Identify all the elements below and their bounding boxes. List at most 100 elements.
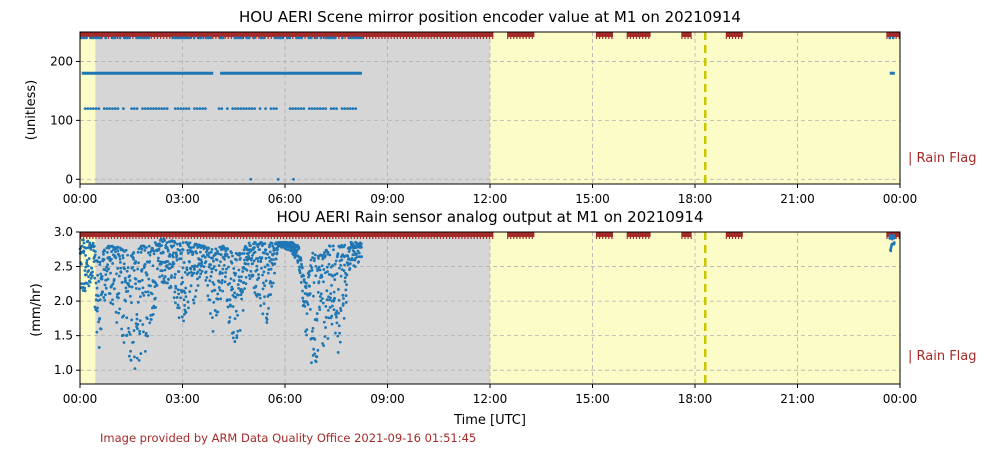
data-point: [237, 293, 240, 297]
data-point: [90, 266, 94, 270]
data-point: [91, 270, 94, 274]
data-point: [110, 250, 113, 253]
data-point: [132, 107, 136, 110]
data-point: [118, 261, 122, 264]
data-point: [262, 270, 266, 274]
data-point: [211, 281, 215, 284]
data-point: [87, 275, 90, 279]
data-point: [105, 265, 109, 269]
rain-flag-tick: [436, 237, 438, 239]
data-point: [297, 36, 301, 40]
data-point: [269, 293, 273, 296]
data-point: [97, 320, 100, 324]
data-point: [104, 273, 108, 276]
rain-flag-tick: [648, 37, 650, 39]
data-point: [338, 266, 341, 270]
rain-flag-tick: [402, 37, 405, 39]
rain-flag-tick: [405, 237, 408, 239]
data-point: [102, 107, 106, 110]
data-point: [324, 315, 328, 319]
data-point: [134, 282, 137, 286]
rain-flag-tick: [289, 237, 291, 239]
data-point: [91, 241, 95, 245]
rain-flag-shade: [80, 232, 96, 384]
data-point: [154, 305, 157, 309]
data-point: [336, 334, 340, 338]
rain-flag-tick: [492, 37, 494, 39]
rain-flag-tick: [473, 37, 475, 39]
data-point: [130, 318, 134, 322]
data-point: [113, 107, 117, 110]
data-point: [95, 330, 99, 334]
data-point: [263, 242, 267, 246]
rain-flag-bar: [886, 32, 900, 37]
data-point: [332, 308, 336, 312]
data-point: [305, 333, 308, 337]
data-point: [143, 350, 147, 353]
data-point: [112, 278, 116, 281]
data-point: [315, 355, 319, 359]
rain-flag-tick: [92, 237, 94, 239]
data-point: [290, 249, 294, 253]
rain-flag-tick: [632, 37, 635, 39]
data-point: [219, 253, 223, 257]
data-point: [237, 287, 241, 290]
rain-flag-tick: [898, 237, 900, 239]
data-point: [156, 259, 160, 263]
data-point: [327, 316, 331, 320]
data-point: [126, 253, 130, 257]
data-point: [156, 256, 160, 260]
rain-flag-tick: [224, 237, 226, 239]
data-point: [178, 249, 182, 252]
data-point: [224, 249, 228, 253]
data-point: [90, 274, 94, 278]
data-point: [236, 283, 240, 286]
data-point: [134, 277, 138, 281]
data-point: [183, 291, 187, 295]
data-point: [183, 312, 186, 316]
data-point: [217, 107, 221, 110]
data-point: [333, 296, 336, 300]
rain-flag-tick: [378, 37, 380, 39]
missing-data-shade: [95, 232, 490, 384]
data-point: [272, 252, 276, 256]
data-point: [92, 36, 96, 40]
rain-flag-tick: [396, 237, 398, 239]
rain-flag-tick: [734, 37, 737, 39]
data-point: [315, 312, 319, 315]
rain-flag-tick: [267, 37, 269, 39]
data-point: [111, 107, 114, 110]
data-point: [288, 36, 292, 40]
rain-flag-tick: [629, 237, 631, 239]
data-point: [225, 253, 229, 256]
data-point: [122, 341, 126, 344]
data-point: [235, 36, 239, 40]
data-point: [359, 242, 363, 246]
rain-flag-tick: [319, 237, 322, 239]
data-point: [343, 276, 347, 280]
data-point: [128, 274, 132, 278]
data-point: [187, 306, 190, 310]
data-point: [133, 367, 137, 371]
data-point: [100, 274, 104, 278]
rain-flag-tick: [307, 237, 309, 239]
data-point: [117, 311, 121, 315]
rain-flag-tick: [684, 237, 686, 239]
data-point: [219, 297, 223, 301]
data-point: [308, 292, 312, 295]
data-point: [326, 36, 330, 40]
rain-flag-tick: [626, 37, 628, 39]
data-point: [190, 246, 193, 250]
data-point: [256, 257, 260, 260]
data-point: [204, 260, 208, 263]
data-point: [146, 334, 150, 338]
data-point: [111, 302, 115, 306]
rain-flag-tick: [236, 237, 239, 239]
data-point: [352, 36, 356, 40]
data-point: [333, 273, 337, 277]
data-point: [316, 291, 320, 294]
data-point: [117, 292, 121, 295]
data-point: [146, 290, 150, 294]
data-point: [172, 251, 175, 255]
data-point: [247, 107, 251, 110]
